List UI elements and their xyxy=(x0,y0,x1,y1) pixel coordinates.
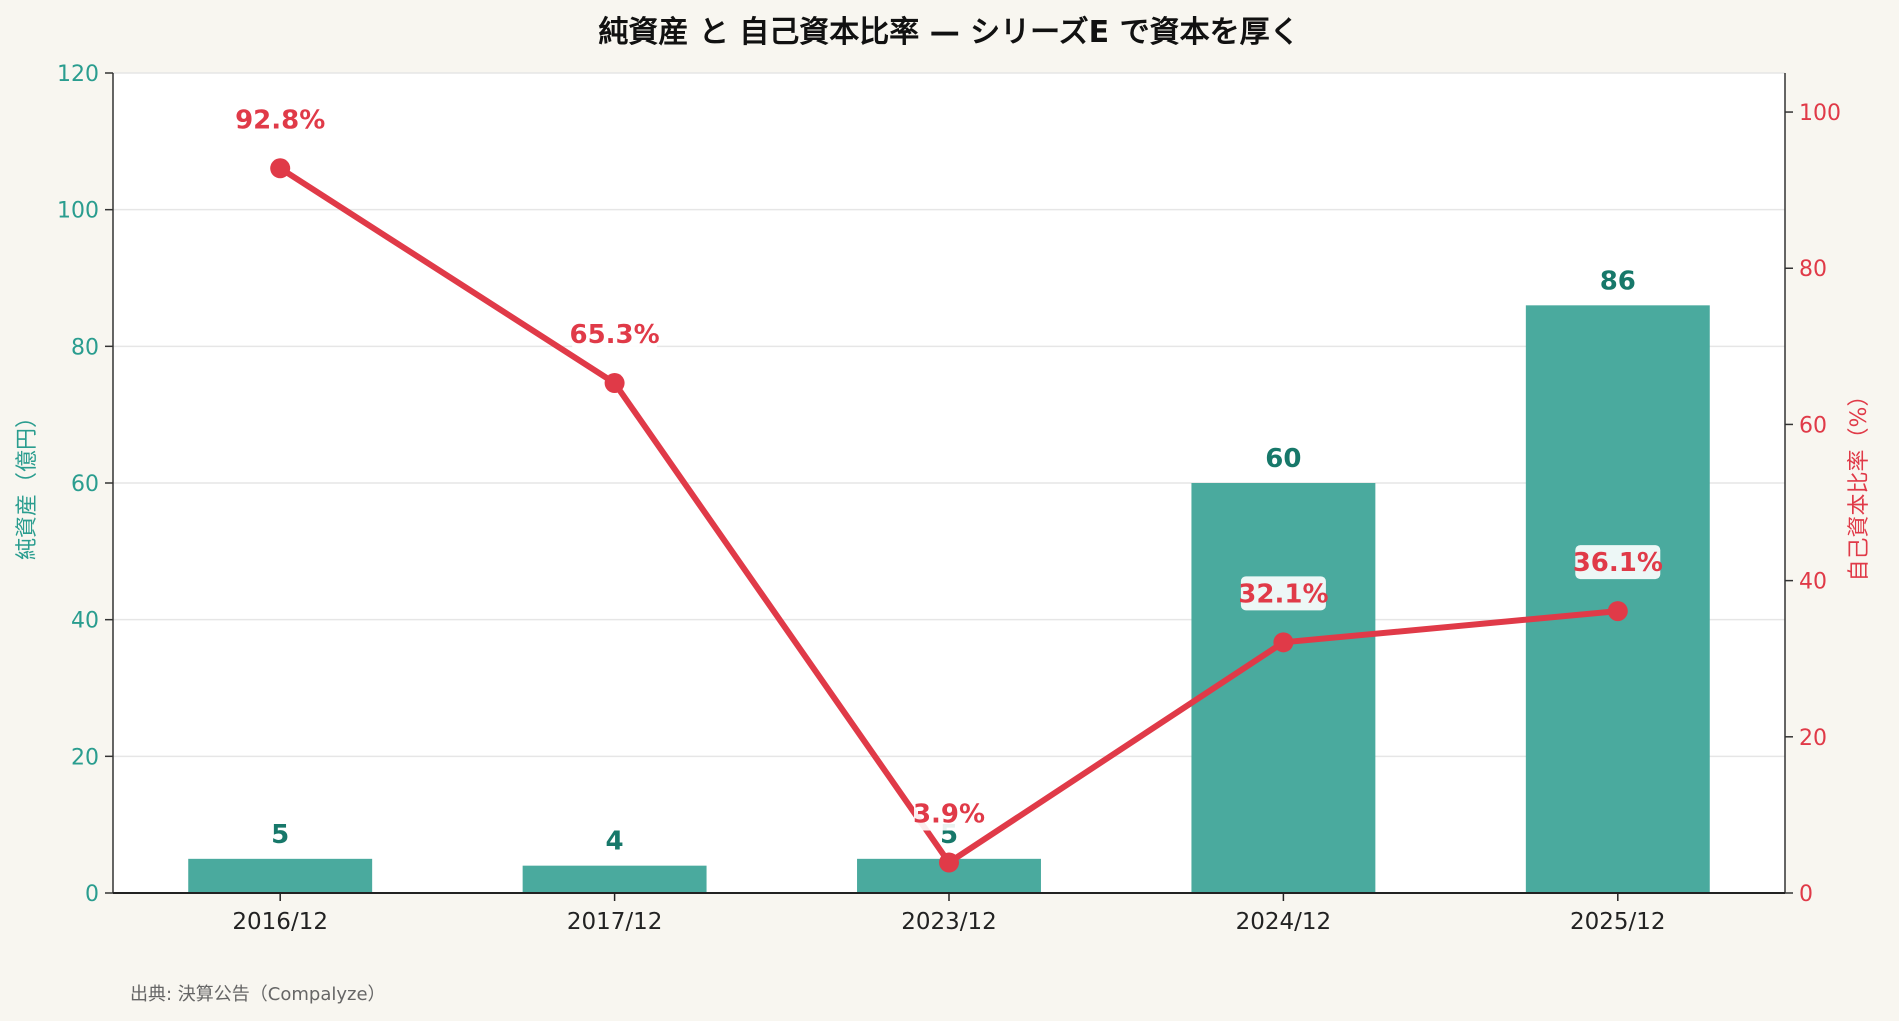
left-tick-label: 120 xyxy=(57,62,99,87)
x-tick-label: 2024/12 xyxy=(1236,909,1332,935)
right-tick-label: 0 xyxy=(1799,882,1813,907)
chart-title: 純資産 と 自己資本比率 — シリーズE で資本を厚く xyxy=(598,15,1299,50)
ratio-label-box xyxy=(1575,545,1661,580)
ratio-line-series xyxy=(270,158,1628,873)
bar-2024/12 xyxy=(1191,483,1376,893)
source-note: 出典: 決算公告（Compalyze） xyxy=(130,984,386,1005)
bar-2025/12 xyxy=(1525,305,1710,893)
ratio-label-box xyxy=(1240,576,1326,611)
ratio-point xyxy=(604,373,625,394)
bar-value-label: 5 xyxy=(271,820,289,850)
left-axis-ticks: 0 20 40 60 80 100 120 xyxy=(57,62,113,907)
x-tick-label: 2016/12 xyxy=(232,909,328,935)
x-axis-ticks: 2016/12 2017/12 2023/12 2024/12 2025/12 xyxy=(232,893,1666,935)
ratio-point xyxy=(1607,601,1628,622)
right-tick-label: 80 xyxy=(1799,257,1827,282)
x-tick-label: 2017/12 xyxy=(567,909,663,935)
ratio-value-label: 92.8% xyxy=(235,105,325,135)
ratio-label-box xyxy=(914,796,984,831)
ratio-value-labels: 92.8% 65.3% 3.9% 32.1% 36.1% xyxy=(235,102,1663,831)
ratio-value-label: 36.1% xyxy=(1573,548,1663,578)
ratio-label-box xyxy=(237,102,323,137)
ratio-value-label: 65.3% xyxy=(569,320,659,350)
bar-2016/12 xyxy=(188,858,373,893)
left-tick-label: 0 xyxy=(85,882,99,907)
right-tick-label: 40 xyxy=(1799,570,1827,595)
ratio-value-label: 32.1% xyxy=(1238,579,1328,609)
left-tick-label: 80 xyxy=(71,335,99,360)
left-tick-label: 40 xyxy=(71,609,99,634)
ratio-label-box xyxy=(572,317,658,352)
x-tick-label: 2025/12 xyxy=(1570,909,1666,935)
bar-value-label: 60 xyxy=(1265,444,1301,474)
grid-lines xyxy=(113,72,1785,758)
ratio-point xyxy=(939,852,959,873)
left-tick-label: 100 xyxy=(57,199,99,224)
ratio-point xyxy=(1273,632,1294,653)
right-tick-label: 20 xyxy=(1799,726,1827,751)
bar-series xyxy=(188,305,1710,893)
left-axis-title: 純資産（億円） xyxy=(15,406,40,560)
ratio-point xyxy=(270,158,291,179)
right-axis-ticks: 0 20 40 60 80 100 xyxy=(1785,101,1841,907)
right-tick-label: 100 xyxy=(1799,101,1841,126)
left-tick-label: 20 xyxy=(71,745,99,770)
left-tick-label: 60 xyxy=(71,472,99,497)
x-tick-label: 2023/12 xyxy=(901,909,997,935)
bar-2017/12 xyxy=(522,865,707,893)
bar-value-label: 4 xyxy=(606,827,624,857)
ratio-value-label: 3.9% xyxy=(913,800,985,830)
right-axis-title: 自己資本比率（%） xyxy=(1847,385,1872,582)
right-tick-label: 60 xyxy=(1799,413,1827,438)
bar-value-label: 86 xyxy=(1600,266,1636,296)
